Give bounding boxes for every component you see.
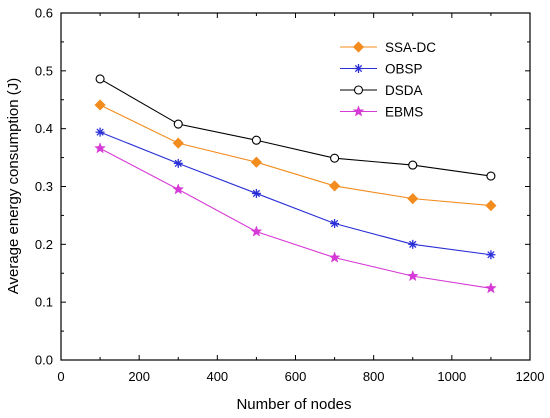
data-point-ebms — [172, 183, 185, 195]
marker-stroke — [354, 64, 363, 73]
data-point-ssa-dc — [485, 200, 497, 212]
y-tick-label: 0.4 — [35, 121, 53, 136]
data-point-ebms — [485, 282, 497, 294]
y-tick-label: 0.1 — [35, 295, 53, 310]
legend-label: EBMS — [385, 105, 423, 120]
data-point-dsda — [408, 160, 418, 170]
legend-item-ssa-dc: SSA-DC — [340, 40, 436, 55]
data-point-ssa-dc — [172, 137, 184, 149]
data-point-ssa-dc — [250, 156, 262, 168]
data-point-ebms — [406, 269, 419, 282]
data-point-obsp — [330, 219, 340, 229]
data-point-obsp — [173, 158, 183, 168]
legend-item-obsp: OBSP — [340, 62, 423, 77]
series-line-ssa-dc — [99, 104, 491, 207]
marker-stroke — [96, 128, 104, 136]
legend-label: DSDA — [385, 83, 423, 98]
marker-stroke — [252, 189, 261, 198]
data-point-dsda — [95, 74, 105, 84]
legend-item-dsda: DSDA — [340, 83, 423, 98]
legend-marker — [352, 105, 365, 117]
series-ebms — [94, 142, 497, 294]
legend-marker — [352, 41, 365, 53]
x-tick-label: 800 — [363, 369, 385, 384]
y-tick-label: 0.2 — [35, 237, 53, 252]
series-dsda — [95, 74, 496, 181]
data-point-ssa-dc — [94, 99, 106, 111]
x-tick-label: 1000 — [437, 369, 466, 384]
legend-marker — [354, 64, 363, 73]
y-axis-title: Average energy consumption (J) — [5, 78, 22, 295]
y-tick-label: 0.6 — [35, 6, 53, 21]
x-axis-title: Number of nodes — [236, 396, 351, 413]
data-point-dsda — [486, 171, 496, 181]
series-line-obsp — [99, 131, 491, 256]
data-point-dsda — [251, 135, 261, 145]
data-point-ebms — [328, 251, 341, 263]
plot-frame — [60, 12, 531, 361]
x-axis: 0 200 400 600 800 1000 1200 — [57, 13, 544, 384]
legend: SSA-DC OBSP DSDA EBMS — [340, 40, 436, 120]
x-tick-label: 400 — [206, 369, 228, 384]
data-point-ebms — [94, 142, 106, 154]
marker-stroke — [330, 219, 339, 228]
x-tick-label: 600 — [285, 369, 307, 384]
legend-label: SSA-DC — [385, 40, 436, 55]
series-obsp — [95, 127, 496, 260]
y-axis: 0.0 0.1 0.2 0.3 0.4 0.5 0.6 — [35, 6, 530, 368]
series-line-dsda — [99, 78, 491, 177]
series-group — [94, 74, 497, 294]
legend-label: OBSP — [385, 62, 423, 77]
data-point-obsp — [408, 239, 418, 249]
x-tick-label: 0 — [57, 369, 64, 384]
data-point-dsda — [173, 119, 183, 129]
x-tick-label: 200 — [128, 369, 150, 384]
data-point-ssa-dc — [407, 193, 419, 205]
data-point-obsp — [251, 188, 261, 198]
marker-stroke — [487, 251, 495, 259]
data-point-obsp — [486, 250, 496, 260]
legend-item-ebms: EBMS — [340, 105, 423, 120]
data-point-obsp — [95, 127, 105, 137]
data-point-dsda — [330, 153, 340, 163]
data-point-ebms — [250, 225, 263, 237]
plot-border — [60, 12, 531, 361]
y-tick-label: 0.5 — [35, 63, 53, 78]
y-tick-label: 0.3 — [35, 179, 53, 194]
series-ssa-dc — [94, 99, 497, 212]
series-line-ebms — [99, 147, 492, 289]
x-tick-label: 1200 — [516, 369, 545, 384]
y-tick-label: 0.0 — [35, 353, 53, 368]
marker-stroke — [409, 240, 417, 248]
marker-stroke — [174, 159, 182, 168]
data-point-ssa-dc — [329, 180, 341, 192]
legend-marker — [353, 85, 364, 95]
